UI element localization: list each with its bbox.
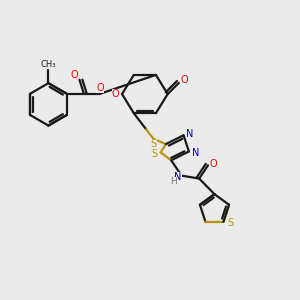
Text: O: O xyxy=(70,70,78,80)
Text: S: S xyxy=(152,149,158,159)
Text: O: O xyxy=(180,75,188,85)
Text: O: O xyxy=(96,83,104,94)
Text: S: S xyxy=(227,218,233,228)
Text: S: S xyxy=(151,139,157,149)
Text: O: O xyxy=(112,89,119,99)
Text: H: H xyxy=(170,177,177,186)
Text: CH₃: CH₃ xyxy=(41,60,56,69)
Text: O: O xyxy=(209,159,217,169)
Text: N: N xyxy=(192,148,199,158)
Text: N: N xyxy=(186,129,193,139)
Text: N: N xyxy=(174,172,182,182)
